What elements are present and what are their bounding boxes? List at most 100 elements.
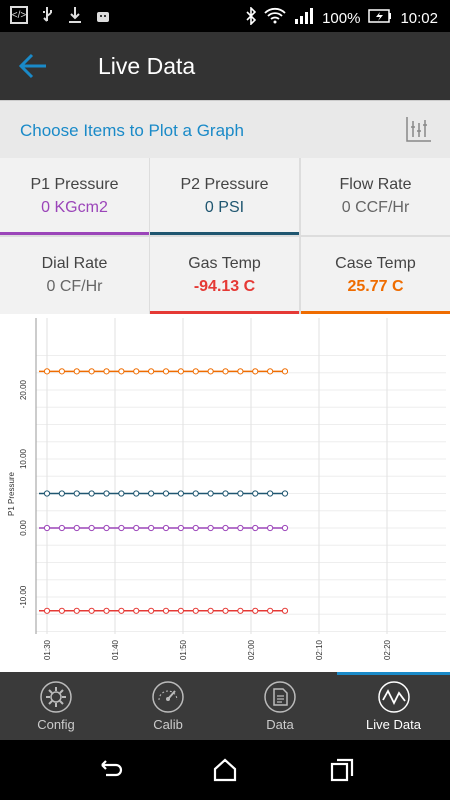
data-point [103, 490, 110, 497]
tab-label: Config [37, 717, 75, 732]
tab-label: Calib [153, 717, 183, 732]
data-point [148, 368, 155, 375]
item-label: Dial Rate [41, 255, 108, 272]
data-point [162, 607, 170, 614]
x-tick-label: 02:20 [383, 639, 392, 660]
bluetooth-icon [246, 6, 257, 29]
item-case-temp[interactable]: Case Temp 25.77 C [301, 237, 450, 314]
data-point [148, 607, 155, 614]
data-point [73, 607, 80, 614]
data-point [43, 490, 51, 497]
item-flow-rate[interactable]: Flow Rate 0 CCF/Hr [301, 158, 450, 235]
data-point [222, 524, 229, 532]
item-dial-rate[interactable]: Dial Rate 0 CF/Hr [0, 237, 149, 314]
data-point [118, 607, 125, 614]
y-axis-label: P1 Pressure [7, 471, 16, 516]
data-point [222, 490, 229, 497]
data-point [73, 368, 80, 375]
data-point [267, 607, 274, 614]
x-tick-label: 01:40 [111, 639, 120, 660]
data-point [281, 607, 289, 614]
data-point [148, 490, 155, 497]
data-point [177, 368, 184, 375]
item-value: 0 PSI [204, 199, 245, 216]
item-value: 25.77 C [347, 278, 404, 295]
x-tick-label: 01:30 [43, 639, 52, 660]
tab-live-data[interactable]: Live Data [337, 672, 450, 740]
item-p2-pressure[interactable]: P2 Pressure 0 PSI [150, 158, 299, 235]
item-p1-pressure[interactable]: P1 Pressure 0 KGcm2 [0, 158, 149, 235]
usb-icon [38, 6, 56, 24]
item-value: 0 KGcm2 [41, 199, 108, 216]
data-point [237, 368, 244, 375]
data-point [177, 607, 184, 614]
chart-svg: 20.00 10.00 0.00 -10.00 P1 Pressure 01:30 01:4… [7, 318, 446, 660]
gear-icon [39, 680, 73, 714]
data-point [118, 490, 125, 497]
tab-label: Live Data [366, 717, 421, 732]
data-point [162, 368, 170, 375]
plot-settings-icon[interactable] [404, 115, 432, 143]
tab-data[interactable]: Data [224, 672, 336, 740]
data-point [88, 524, 95, 532]
data-point [133, 607, 140, 614]
data-point [58, 607, 65, 614]
item-value: -94.13 C [193, 278, 256, 295]
back-arrow-icon[interactable] [18, 52, 48, 80]
wifi-icon [264, 7, 286, 29]
data-point [252, 490, 259, 497]
data-point [252, 368, 259, 375]
clock: 10:02 [400, 9, 438, 27]
item-value: 0 CCF/Hr [341, 199, 410, 216]
data-point [281, 490, 289, 497]
item-label: P1 Pressure [30, 176, 119, 193]
data-point [207, 490, 214, 497]
data-point [267, 368, 274, 375]
data-point [237, 524, 244, 532]
data-point [162, 490, 170, 497]
data-point [192, 490, 199, 497]
data-point [222, 607, 229, 614]
data-point [73, 524, 80, 532]
item-label: Flow Rate [339, 176, 412, 193]
data-point [133, 524, 140, 532]
data-point [162, 524, 170, 532]
download-icon [66, 6, 84, 24]
data-point [58, 368, 65, 375]
recents-nav-icon[interactable] [328, 756, 356, 784]
status-bar: </> 100% 10:02 [0, 0, 450, 32]
home-nav-icon[interactable] [211, 756, 239, 784]
data-point [267, 524, 274, 532]
code-icon: </> [10, 6, 28, 24]
item-label: Case Temp [335, 255, 416, 272]
data-point [252, 607, 259, 614]
data-point [177, 490, 184, 497]
data-point [207, 368, 214, 375]
item-label: Gas Temp [188, 255, 261, 272]
item-gas-temp[interactable]: Gas Temp -94.13 C [150, 237, 299, 314]
tab-config[interactable]: Config [0, 672, 112, 740]
item-underline [0, 232, 149, 235]
data-point [43, 524, 51, 532]
y-tick-label: 0.00 [19, 520, 28, 536]
data-point [43, 368, 51, 375]
live-chart[interactable]: 20.00 10.00 0.00 -10.00 P1 Pressure 01:30 01:4… [0, 314, 450, 672]
bottom-tab-bar: Config Calib Data Live Data [0, 672, 450, 740]
data-point [43, 607, 51, 614]
data-point [88, 490, 95, 497]
data-point [58, 490, 65, 497]
page-title: Live Data [98, 53, 196, 79]
choose-items-bar[interactable]: Choose Items to Plot a Graph [0, 100, 450, 159]
item-underline [301, 311, 450, 314]
data-point [237, 490, 244, 497]
data-point [177, 524, 184, 532]
item-underline [150, 311, 299, 314]
system-nav-bar [0, 740, 450, 800]
back-nav-icon[interactable] [96, 756, 124, 784]
data-point [118, 368, 125, 375]
tab-calib[interactable]: Calib [112, 672, 224, 740]
data-point [267, 490, 274, 497]
item-underline [301, 232, 450, 235]
item-underline [150, 232, 299, 235]
android-icon [94, 6, 112, 24]
